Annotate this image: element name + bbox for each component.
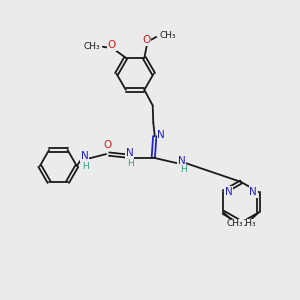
Text: CH₃: CH₃ — [83, 42, 100, 51]
Text: H: H — [180, 165, 187, 174]
Text: N: N — [225, 187, 233, 197]
Text: N: N — [125, 148, 133, 158]
Text: N: N — [81, 151, 88, 161]
Text: O: O — [108, 40, 116, 50]
Text: CH₃: CH₃ — [159, 31, 176, 40]
Text: N: N — [249, 187, 257, 197]
Text: H: H — [82, 161, 89, 170]
Text: N: N — [158, 130, 165, 140]
Text: CH₃: CH₃ — [226, 219, 243, 228]
Text: CH₃: CH₃ — [239, 219, 256, 228]
Text: N: N — [178, 156, 186, 166]
Text: H: H — [127, 159, 134, 168]
Text: O: O — [142, 35, 151, 45]
Text: O: O — [103, 140, 111, 149]
